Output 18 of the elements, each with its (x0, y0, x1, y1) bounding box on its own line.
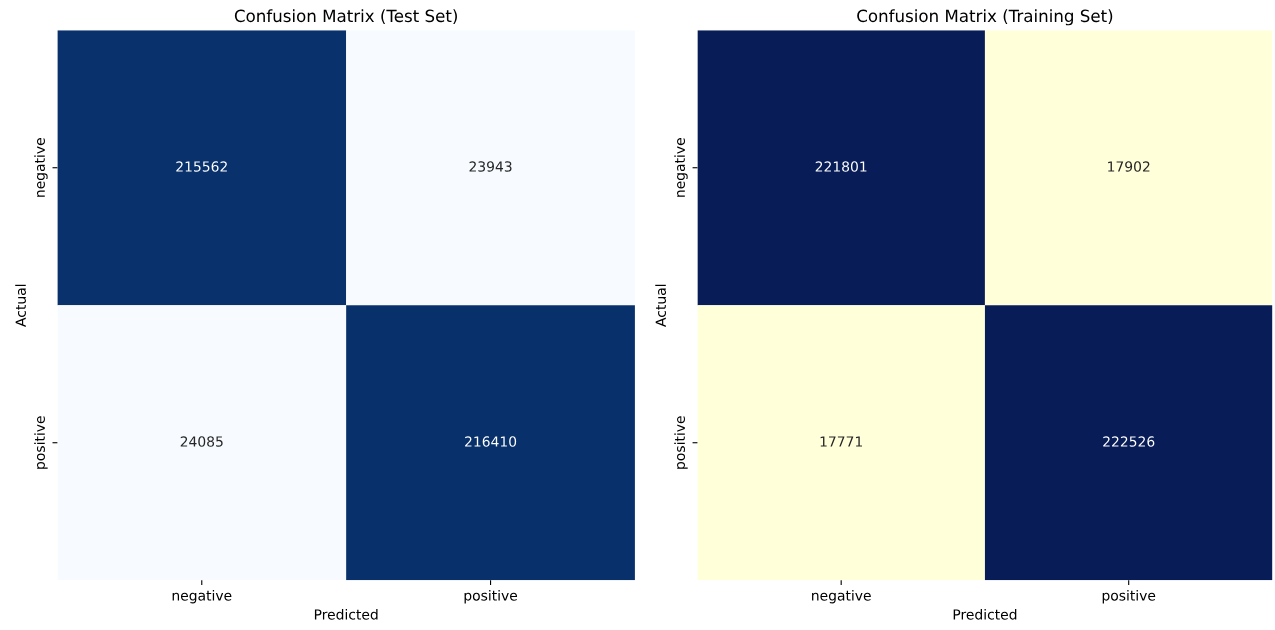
x-axis-title: Predicted (953, 608, 1017, 620)
x-tick-label: positive (464, 589, 518, 604)
data-label: 222526 (1103, 436, 1155, 447)
chart-title: Confusion Matrix (Test Set) (234, 9, 457, 25)
data-label: 215562 (176, 161, 227, 172)
data-label: 17771 (820, 436, 862, 447)
x-axis-title: Predicted (314, 608, 378, 620)
y-axis-title: Actual (655, 284, 667, 327)
y-axis-title: Actual (15, 284, 26, 327)
data-label: 17902 (1108, 161, 1150, 172)
x-tick-label: positive (1102, 589, 1156, 604)
chart-title: Confusion Matrix (Training Set) (857, 9, 1113, 26)
data-label: 24085 (180, 436, 223, 447)
data-label: 23943 (469, 161, 512, 172)
x-tick-label: negative (812, 589, 871, 604)
data-label: 221801 (815, 161, 867, 172)
x-tick-label: negative (172, 589, 232, 604)
data-label: 216410 (465, 436, 517, 447)
